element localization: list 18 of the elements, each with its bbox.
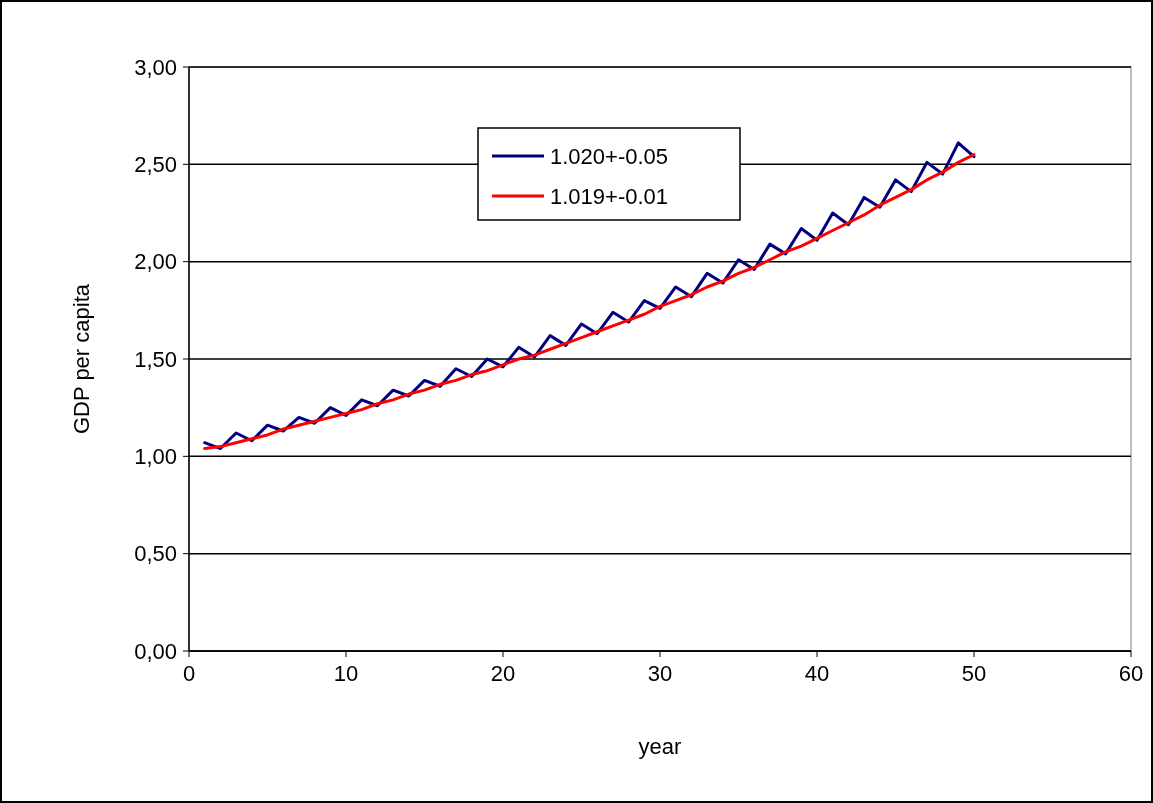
y-tick-label: 2,00 [134, 249, 177, 275]
y-tick-label: 1,00 [134, 444, 177, 470]
x-tick-label: 30 [647, 661, 673, 686]
x-axis-title: year [638, 734, 682, 759]
y-axis-title: GDP per capita [69, 283, 94, 435]
legend-label: 1.020+-0.05 [550, 143, 669, 169]
legend-label: 1.019+-0.01 [550, 183, 669, 209]
x-tick-label: 10 [333, 661, 359, 686]
x-tick-label: 0 [182, 661, 196, 686]
x-tick-label: 20 [490, 661, 516, 686]
y-tick-label: 3,00 [134, 54, 177, 80]
x-tick-label: 40 [804, 661, 830, 686]
x-tick-label: 50 [961, 661, 987, 686]
x-tick-label: 60 [1118, 661, 1144, 686]
y-tick-label: 0,50 [134, 541, 177, 567]
y-tick-label: 1,50 [134, 346, 177, 372]
y-tick-label: 0,00 [134, 638, 177, 664]
y-tick-label: 2,50 [134, 152, 177, 178]
